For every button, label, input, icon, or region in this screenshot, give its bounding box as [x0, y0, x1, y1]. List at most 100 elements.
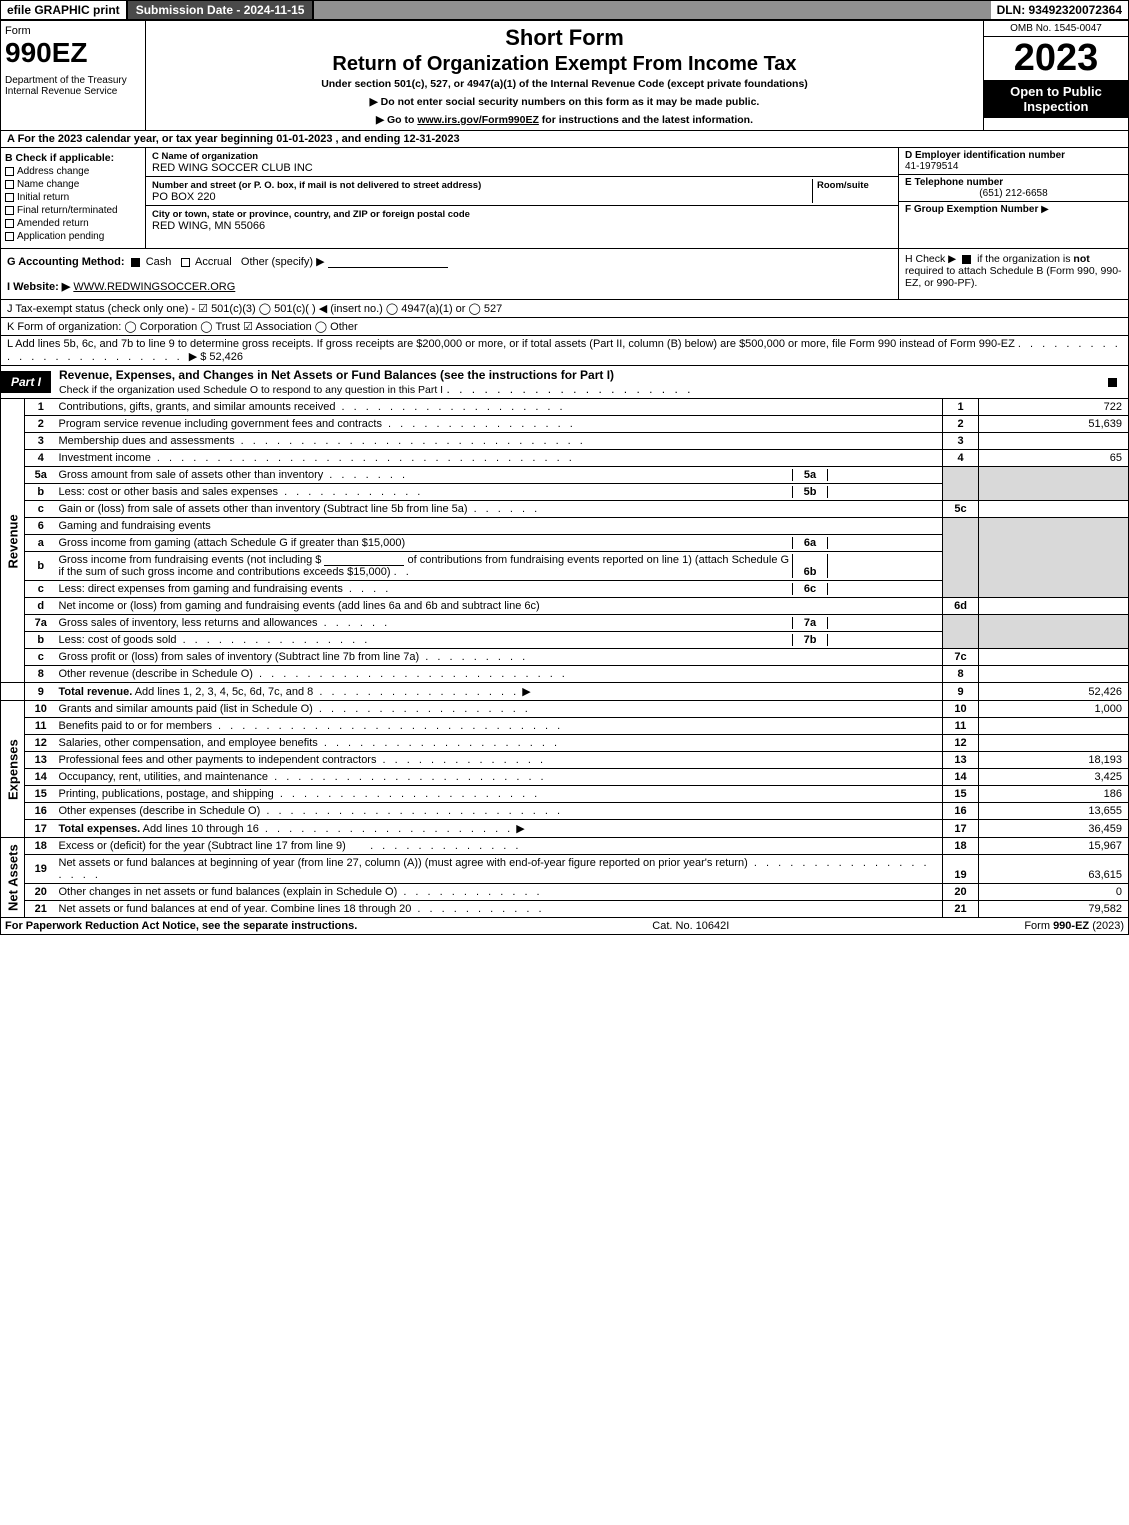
- l10-amt: 1,000: [979, 701, 1129, 718]
- l5c-no: c: [25, 501, 57, 518]
- open-public: Open to Public Inspection: [984, 80, 1128, 118]
- l19-amt: 63,615: [979, 855, 1129, 884]
- l13-no: 13: [25, 752, 57, 769]
- l7ab-shade-amt: [979, 615, 1129, 649]
- l13-desc: Professional fees and other payments to …: [57, 752, 943, 769]
- l6c-desc: Less: direct expenses from gaming and fu…: [57, 581, 943, 598]
- l6d-no: d: [25, 598, 57, 615]
- part1-subtitle: Check if the organization used Schedule …: [59, 384, 443, 396]
- l5b-desc: Less: cost or other basis and sales expe…: [57, 484, 943, 501]
- l6-shade: [943, 518, 979, 598]
- l15-no: 15: [25, 786, 57, 803]
- street-val: PO BOX 220: [152, 191, 216, 203]
- ein-val: 41-1979514: [905, 161, 958, 172]
- goto-link[interactable]: www.irs.gov/Form990EZ: [417, 114, 539, 126]
- org-name: RED WING SOCCER CLUB INC: [152, 162, 313, 174]
- header-table: Form 990EZ Department of the Treasury In…: [0, 20, 1129, 131]
- l4-no: 4: [25, 450, 57, 467]
- section-a: A For the 2023 calendar year, or tax yea…: [0, 131, 1129, 148]
- l20-rt: 20: [943, 884, 979, 901]
- i-label: I Website: ▶: [7, 281, 70, 293]
- l21-rt: 21: [943, 901, 979, 918]
- l9-amt: 52,426: [979, 683, 1129, 701]
- tax-year: 2023: [984, 37, 1128, 80]
- l7c-rt: 7c: [943, 649, 979, 666]
- l6c-sub: 6c: [792, 583, 828, 595]
- l6d-desc: Net income or (loss) from gaming and fun…: [57, 598, 943, 615]
- section-c: C Name of organization RED WING SOCCER C…: [146, 148, 898, 248]
- ein-label: D Employer identification number: [905, 150, 1065, 161]
- l6a-sub: 6a: [792, 537, 828, 549]
- cb-application-pending[interactable]: Application pending: [5, 231, 141, 242]
- cb-cash[interactable]: [131, 258, 140, 267]
- group-label: F Group Exemption Number: [905, 204, 1038, 215]
- l19-no: 19: [25, 855, 57, 884]
- under-section: Under section 501(c), 527, or 4947(a)(1)…: [154, 78, 975, 90]
- efile-label: efile GRAPHIC print: [1, 1, 128, 19]
- l20-desc: Other changes in net assets or fund bala…: [57, 884, 943, 901]
- part1-checkbox[interactable]: [1108, 376, 1128, 388]
- l6a-no: a: [25, 535, 57, 552]
- top-bar: efile GRAPHIC print Submission Date - 20…: [0, 0, 1129, 20]
- name-label: C Name of organization: [152, 151, 258, 162]
- part1-title-text: Revenue, Expenses, and Changes in Net As…: [59, 368, 614, 382]
- cb-name-change-label: Name change: [17, 179, 79, 190]
- l4-rt: 4: [943, 450, 979, 467]
- cb-initial-return[interactable]: Initial return: [5, 192, 141, 203]
- cb-accrual[interactable]: [181, 258, 190, 267]
- cb-amended-return[interactable]: Amended return: [5, 218, 141, 229]
- l6b-blank[interactable]: [324, 554, 404, 566]
- l7c-desc: Gross profit or (loss) from sales of inv…: [57, 649, 943, 666]
- l6b-sub: 6b: [792, 554, 828, 578]
- l6b-no: b: [25, 552, 57, 581]
- l2-desc: Program service revenue including govern…: [57, 416, 943, 433]
- l3-amt: [979, 433, 1129, 450]
- l21-amt: 79,582: [979, 901, 1129, 918]
- l16-rt: 16: [943, 803, 979, 820]
- cb-final-return-label: Final return/terminated: [17, 205, 118, 216]
- l9-desc: Total revenue. Add lines 1, 2, 3, 4, 5c,…: [57, 683, 943, 701]
- cb-amended-return-label: Amended return: [17, 218, 89, 229]
- city-label: City or town, state or province, country…: [152, 209, 470, 220]
- g-label: G Accounting Method:: [7, 256, 125, 268]
- cb-address-change[interactable]: Address change: [5, 166, 141, 177]
- row-g: G Accounting Method: Cash Accrual Other …: [1, 249, 898, 299]
- l6b-desc1: Gross income from fundraising events (no…: [59, 554, 322, 566]
- form-right-col: OMB No. 1545-0047 2023 Open to Public In…: [984, 21, 1129, 131]
- l18-no: 18: [25, 838, 57, 855]
- goto-prefix: Go to: [387, 114, 417, 126]
- h-prefix: H Check ▶: [905, 253, 956, 265]
- l7b-no: b: [25, 632, 57, 649]
- city-val: RED WING, MN 55066: [152, 220, 265, 232]
- part1-header: Part I Revenue, Expenses, and Changes in…: [0, 366, 1129, 399]
- l7a-sub: 7a: [792, 617, 828, 629]
- l5b-sub: 5b: [792, 486, 828, 498]
- l2-amt: 51,639: [979, 416, 1129, 433]
- group-arrow: ▶: [1041, 204, 1049, 215]
- l8-no: 8: [25, 666, 57, 683]
- l14-no: 14: [25, 769, 57, 786]
- section-d: D Employer identification number 41-1979…: [898, 148, 1128, 248]
- l12-rt: 12: [943, 735, 979, 752]
- cb-initial-return-label: Initial return: [17, 192, 69, 203]
- form-code: 990EZ: [5, 37, 141, 69]
- l11-no: 11: [25, 718, 57, 735]
- info-grid: B Check if applicable: Address change Na…: [0, 148, 1129, 249]
- accrual-label: Accrual: [195, 256, 232, 268]
- return-title: Return of Organization Exempt From Incom…: [154, 53, 975, 76]
- l8-rt: 8: [943, 666, 979, 683]
- row-l-amount: $ 52,426: [200, 351, 243, 363]
- cb-final-return[interactable]: Final return/terminated: [5, 205, 141, 216]
- cb-name-change[interactable]: Name change: [5, 179, 141, 190]
- other-specify-field[interactable]: [328, 256, 448, 268]
- l3-no: 3: [25, 433, 57, 450]
- row-l: L Add lines 5b, 6c, and 7b to line 9 to …: [0, 336, 1129, 366]
- l6a-desc: Gross income from gaming (attach Schedul…: [57, 535, 943, 552]
- short-form-title: Short Form: [154, 25, 975, 51]
- l17-rt: 17: [943, 820, 979, 838]
- cb-schedule-b[interactable]: [962, 255, 971, 264]
- website-val[interactable]: WWW.REDWINGSOCCER.ORG: [73, 281, 235, 293]
- phone-label: E Telephone number: [905, 177, 1003, 188]
- l5a-no: 5a: [25, 467, 57, 484]
- l17-desc: Total expenses. Add lines 10 through 16 …: [57, 820, 943, 838]
